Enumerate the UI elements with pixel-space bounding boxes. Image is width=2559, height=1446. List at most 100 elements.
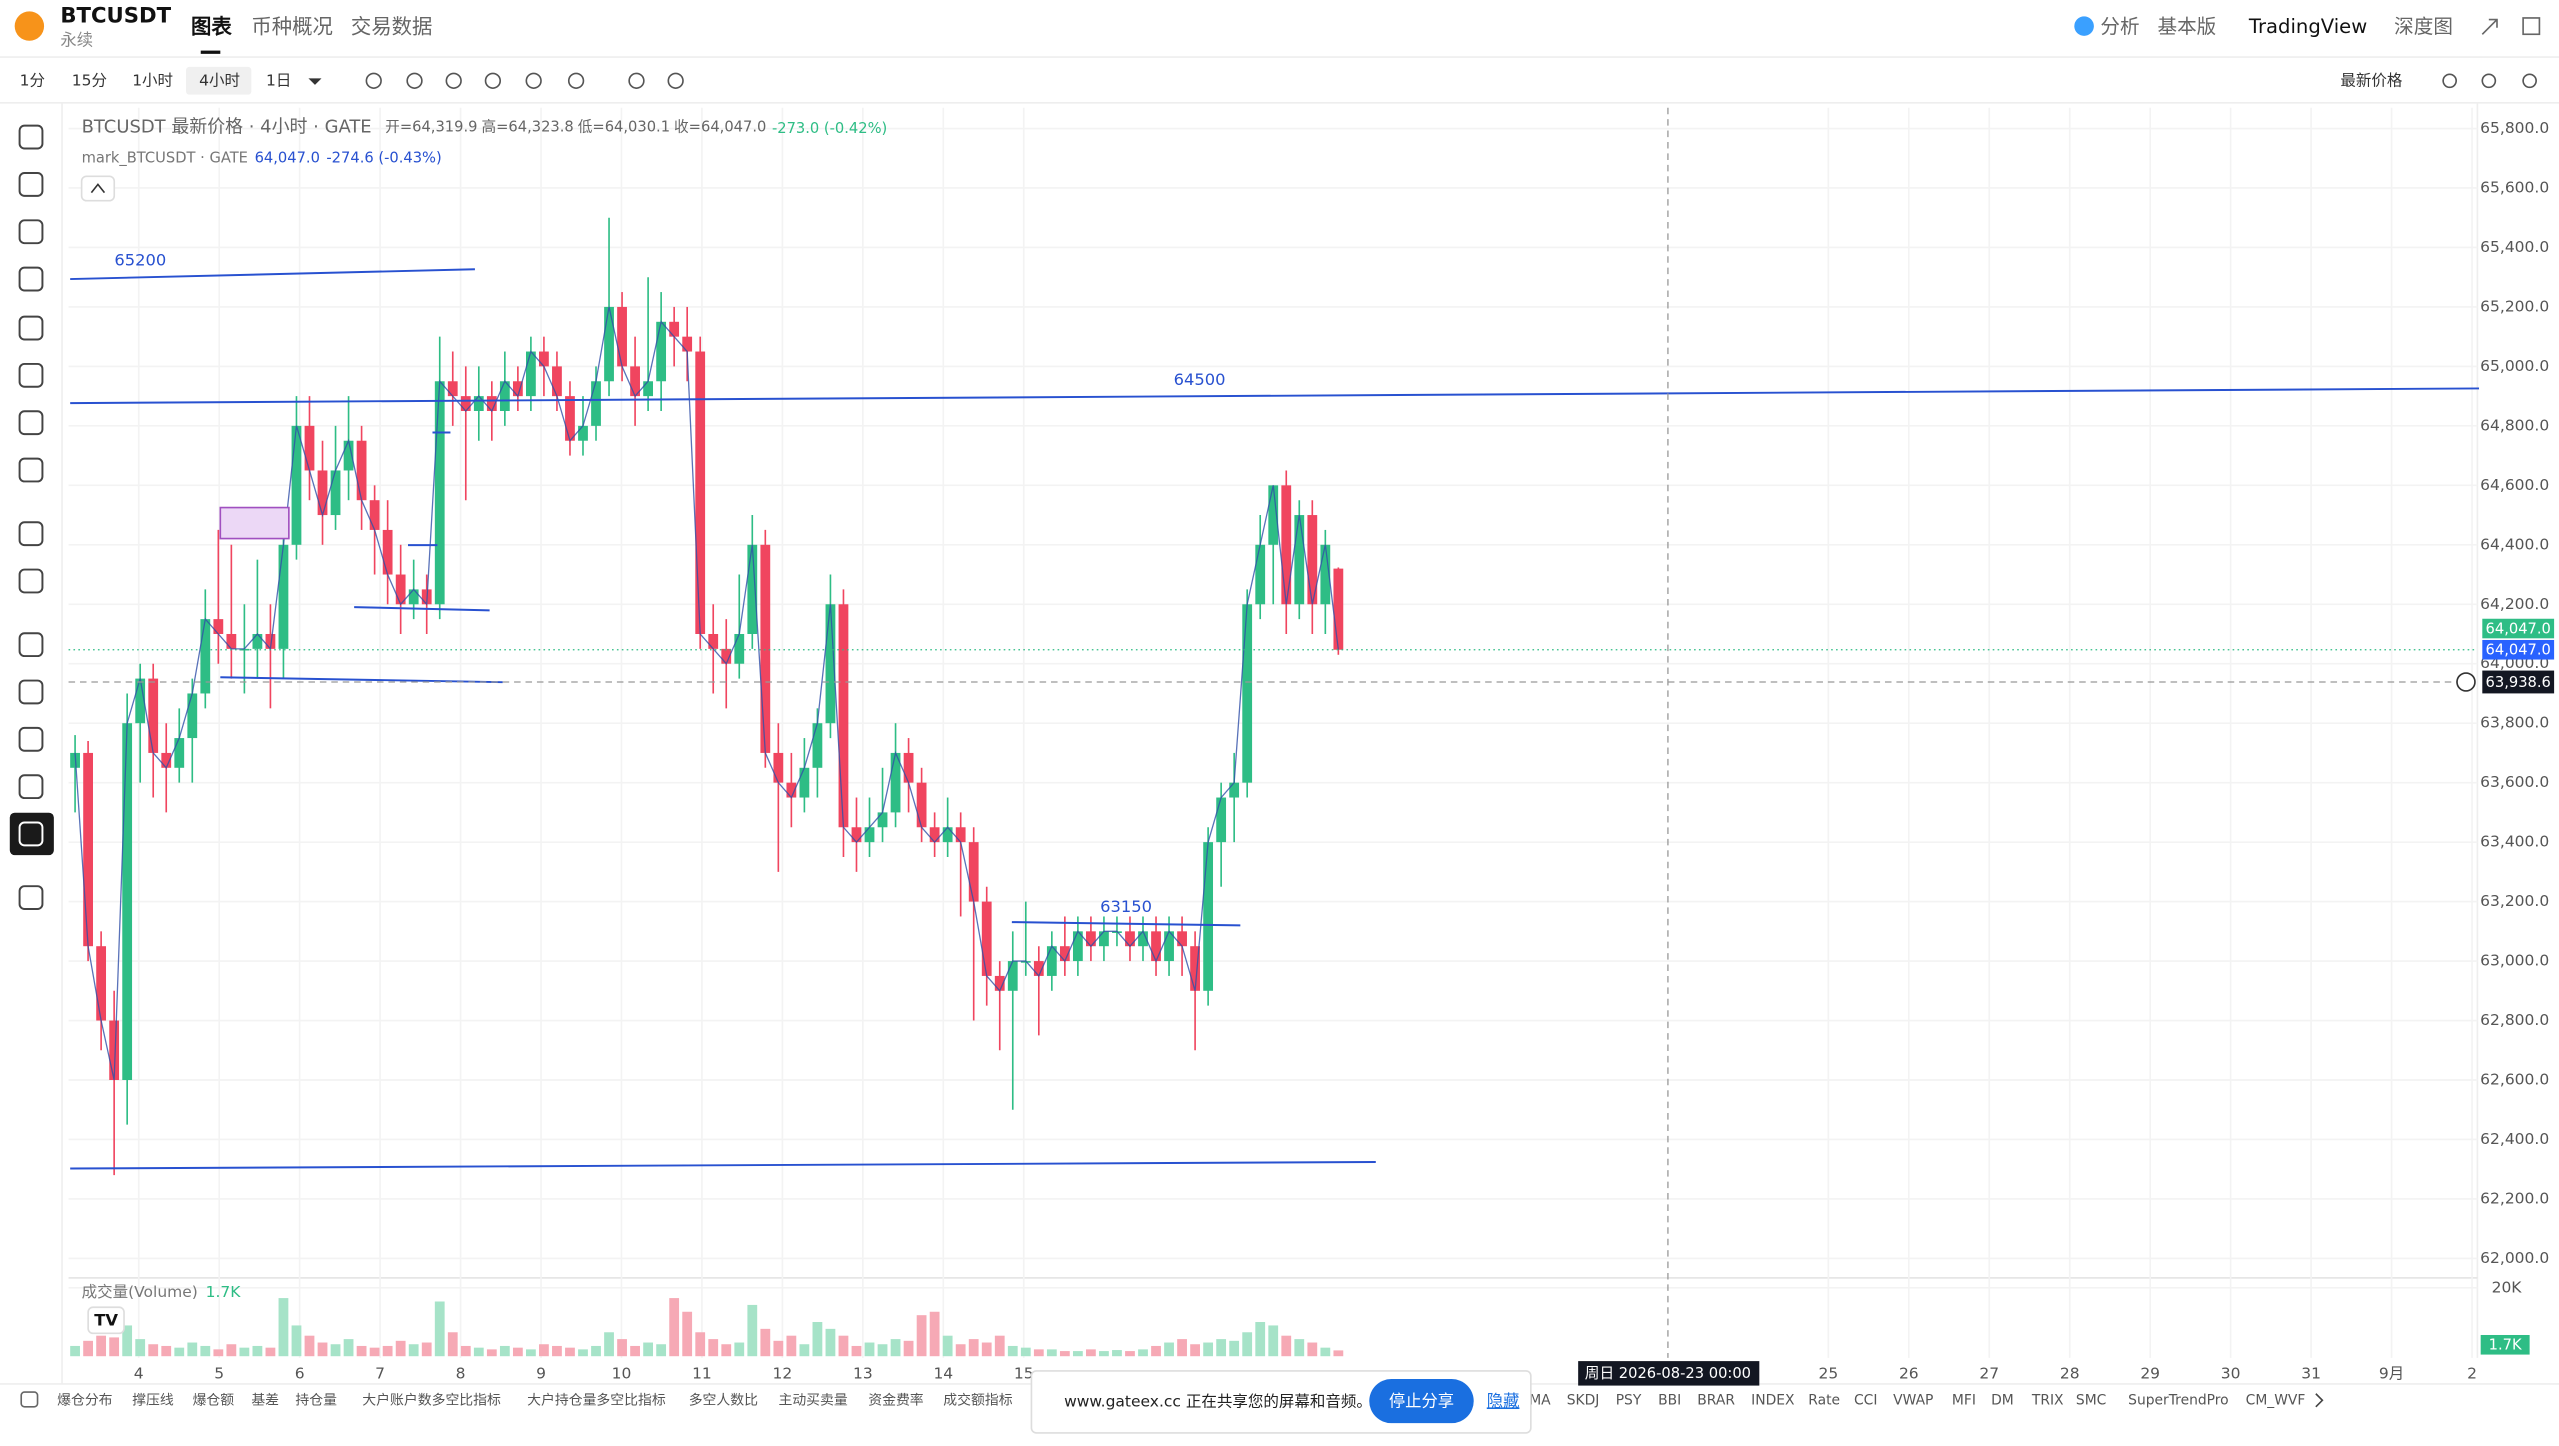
stop-share-label[interactable]: 停止分享 xyxy=(1389,1391,1454,1410)
header-action[interactable]: 分析 xyxy=(2100,15,2139,38)
tool-icon[interactable] xyxy=(18,521,44,547)
price-source[interactable]: 最新价格 xyxy=(2340,71,2403,89)
x-tick-label: 9 xyxy=(536,1365,546,1383)
indicator[interactable]: BRAR xyxy=(1697,1392,1735,1408)
indicator[interactable]: 爆仓分布 xyxy=(57,1392,113,1408)
candle-body xyxy=(1151,931,1161,962)
candle-body xyxy=(356,440,367,501)
coin-icon xyxy=(14,11,45,41)
volume-bar xyxy=(1164,1342,1174,1357)
indicator[interactable]: 大户账户数多空比指标 xyxy=(362,1391,501,1408)
tool-icon[interactable] xyxy=(18,266,44,292)
volume-bar xyxy=(955,1344,966,1357)
indicator[interactable]: 基差 xyxy=(251,1391,279,1408)
interval[interactable]: 1分 xyxy=(20,71,45,89)
toolbar-icon[interactable] xyxy=(2442,73,2458,89)
volume-bar xyxy=(643,1342,654,1357)
toolbar-icon[interactable] xyxy=(365,72,382,89)
toolbar-icon[interactable] xyxy=(2522,73,2537,89)
interval[interactable]: 4小时 xyxy=(199,71,240,89)
tab[interactable]: 图表 xyxy=(191,15,232,39)
indicator[interactable]: 资金费率 xyxy=(868,1391,924,1408)
tool-icon[interactable] xyxy=(18,124,44,150)
indicator[interactable]: PSY xyxy=(1616,1392,1642,1408)
tool-icon[interactable] xyxy=(18,726,44,752)
expand-icon[interactable] xyxy=(2481,18,2498,35)
indicator[interactable]: 主动买卖量 xyxy=(778,1392,847,1408)
volume-bar xyxy=(669,1298,680,1357)
candle-body xyxy=(1255,544,1266,605)
candle-body xyxy=(434,381,445,605)
indicator[interactable]: 爆仓额 xyxy=(193,1392,235,1408)
header-action[interactable]: TradingView xyxy=(2248,15,2367,38)
indicator[interactable]: BBI xyxy=(1658,1392,1681,1408)
tool-icon[interactable] xyxy=(18,219,44,245)
toolbar-icon[interactable] xyxy=(628,72,645,89)
indicator[interactable]: 撑压线 xyxy=(132,1392,174,1408)
header-action[interactable]: 基本版 xyxy=(2158,15,2217,38)
fullscreen-icon[interactable] xyxy=(2522,17,2541,36)
x-tick-label: 7 xyxy=(375,1365,385,1383)
toolbar-icon[interactable] xyxy=(2481,73,2497,89)
indicator[interactable]: SMC xyxy=(2076,1392,2106,1408)
candle-body xyxy=(330,470,341,516)
tool-icon[interactable] xyxy=(18,679,44,705)
tool-icon[interactable] xyxy=(18,568,44,594)
tool-icon[interactable] xyxy=(18,774,44,800)
x-tick-label: 29 xyxy=(2140,1365,2160,1383)
indicator[interactable]: SKDJ xyxy=(1567,1392,1600,1408)
volume-bar xyxy=(96,1335,107,1357)
volume-bar xyxy=(135,1339,146,1357)
indicator[interactable]: 成交额指标 xyxy=(943,1391,1012,1408)
price-tag-label: 64,047.0 xyxy=(2486,642,2551,659)
toolbar-icon[interactable] xyxy=(667,72,684,89)
tool-icon[interactable] xyxy=(18,410,44,436)
tab[interactable]: 交易数据 xyxy=(351,15,433,39)
indicator[interactable]: 多空人数比 xyxy=(689,1391,758,1408)
toolbar-icon[interactable] xyxy=(567,72,585,89)
tool-icon[interactable] xyxy=(18,457,44,483)
symbol[interactable]: BTCUSDT xyxy=(60,3,171,28)
volume-bar xyxy=(109,1337,120,1357)
indicator[interactable]: MA xyxy=(1529,1392,1551,1408)
toolbar-icon[interactable] xyxy=(525,72,542,89)
indicator[interactable]: TRIX xyxy=(2031,1392,2064,1408)
indicator[interactable]: Rate xyxy=(1808,1392,1840,1408)
toolbar-icon[interactable] xyxy=(406,72,423,89)
indicator[interactable]: 持仓量 xyxy=(295,1392,337,1408)
indicator[interactable]: VWAP xyxy=(1893,1392,1933,1408)
toolbar-icon[interactable] xyxy=(484,72,502,89)
indicator-next[interactable] xyxy=(2315,1393,2324,1408)
indicator[interactable]: INDEX xyxy=(1751,1392,1795,1408)
crosshair-add[interactable] xyxy=(2456,672,2476,692)
indicator[interactable]: CCI xyxy=(1854,1392,1877,1408)
interval-more[interactable] xyxy=(308,78,322,85)
legend-collapse[interactable] xyxy=(80,175,116,202)
tool-icon[interactable] xyxy=(18,632,44,658)
volume-bar xyxy=(1268,1325,1279,1357)
indicator[interactable]: SuperTrendPro xyxy=(2128,1392,2229,1408)
volume-bar xyxy=(1072,1351,1083,1357)
header-action[interactable]: 深度图 xyxy=(2394,15,2453,38)
stop-share-button[interactable] xyxy=(1369,1379,1474,1424)
indicator[interactable]: CM_WVF xyxy=(2246,1392,2306,1408)
indicator[interactable]: DM xyxy=(1991,1392,2014,1408)
candle-body xyxy=(1294,515,1305,605)
tab[interactable]: 币种概况 xyxy=(251,15,333,39)
indicator[interactable]: MFI xyxy=(1952,1392,1976,1408)
tool-icon[interactable] xyxy=(18,885,44,911)
candle-body xyxy=(526,351,536,397)
candle-body xyxy=(1229,782,1240,798)
toolbar-icon[interactable] xyxy=(445,72,462,89)
interval[interactable]: 15分 xyxy=(72,71,107,89)
candle-body xyxy=(864,827,875,843)
interval[interactable]: 1小时 xyxy=(132,71,173,89)
interval[interactable]: 1日 xyxy=(266,71,291,89)
tool-icon[interactable] xyxy=(18,315,44,341)
tool-icon[interactable] xyxy=(18,362,44,388)
tool-icon[interactable] xyxy=(18,821,44,847)
hide-link[interactable]: 隐藏 xyxy=(1487,1391,1520,1410)
tool-icon[interactable] xyxy=(18,172,44,197)
volume-bar xyxy=(695,1332,706,1357)
indicator[interactable]: 大户持仓量多空比指标 xyxy=(527,1391,666,1408)
